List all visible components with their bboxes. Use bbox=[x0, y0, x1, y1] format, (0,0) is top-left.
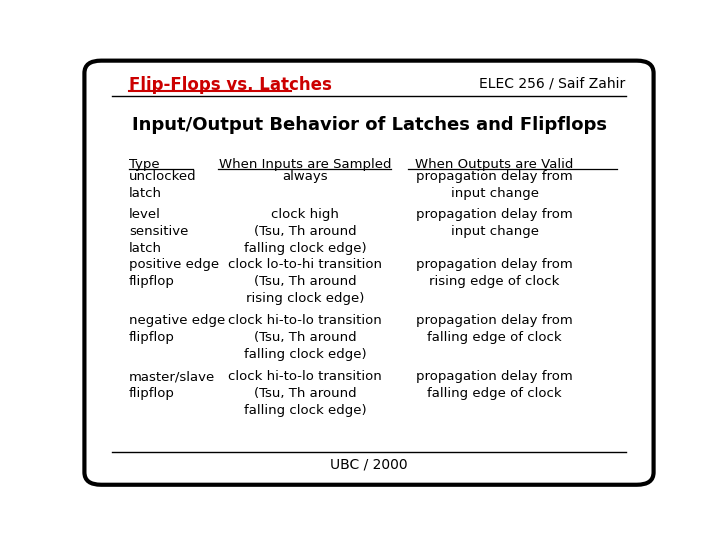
Text: clock high
(Tsu, Th around
falling clock edge): clock high (Tsu, Th around falling clock… bbox=[243, 208, 366, 255]
Text: always: always bbox=[282, 170, 328, 183]
Text: master/slave
flipflop: master/slave flipflop bbox=[129, 370, 215, 401]
Text: clock lo-to-hi transition
(Tsu, Th around
rising clock edge): clock lo-to-hi transition (Tsu, Th aroun… bbox=[228, 258, 382, 305]
Text: ELEC 256 / Saif Zahir: ELEC 256 / Saif Zahir bbox=[480, 77, 626, 91]
Text: propagation delay from
falling edge of clock: propagation delay from falling edge of c… bbox=[416, 314, 573, 345]
Text: unclocked
latch: unclocked latch bbox=[129, 170, 197, 200]
Text: When Inputs are Sampled: When Inputs are Sampled bbox=[219, 158, 391, 171]
Text: propagation delay from
falling edge of clock: propagation delay from falling edge of c… bbox=[416, 370, 573, 401]
Text: Flip-Flops vs. Latches: Flip-Flops vs. Latches bbox=[129, 76, 332, 94]
Text: When Outputs are Valid: When Outputs are Valid bbox=[415, 158, 574, 171]
Text: level
sensitive
latch: level sensitive latch bbox=[129, 208, 189, 255]
Text: clock hi-to-lo transition
(Tsu, Th around
falling clock edge): clock hi-to-lo transition (Tsu, Th aroun… bbox=[228, 370, 382, 417]
Text: clock hi-to-lo transition
(Tsu, Th around
falling clock edge): clock hi-to-lo transition (Tsu, Th aroun… bbox=[228, 314, 382, 361]
Text: propagation delay from
input change: propagation delay from input change bbox=[416, 208, 573, 238]
Text: propagation delay from
input change: propagation delay from input change bbox=[416, 170, 573, 200]
FancyBboxPatch shape bbox=[84, 60, 654, 485]
Text: Input/Output Behavior of Latches and Flipflops: Input/Output Behavior of Latches and Fli… bbox=[132, 116, 606, 134]
Text: Type: Type bbox=[129, 158, 164, 171]
Text: positive edge
flipflop: positive edge flipflop bbox=[129, 258, 219, 288]
Text: UBC / 2000: UBC / 2000 bbox=[330, 458, 408, 472]
Text: negative edge
flipflop: negative edge flipflop bbox=[129, 314, 225, 345]
Text: propagation delay from
rising edge of clock: propagation delay from rising edge of cl… bbox=[416, 258, 573, 288]
